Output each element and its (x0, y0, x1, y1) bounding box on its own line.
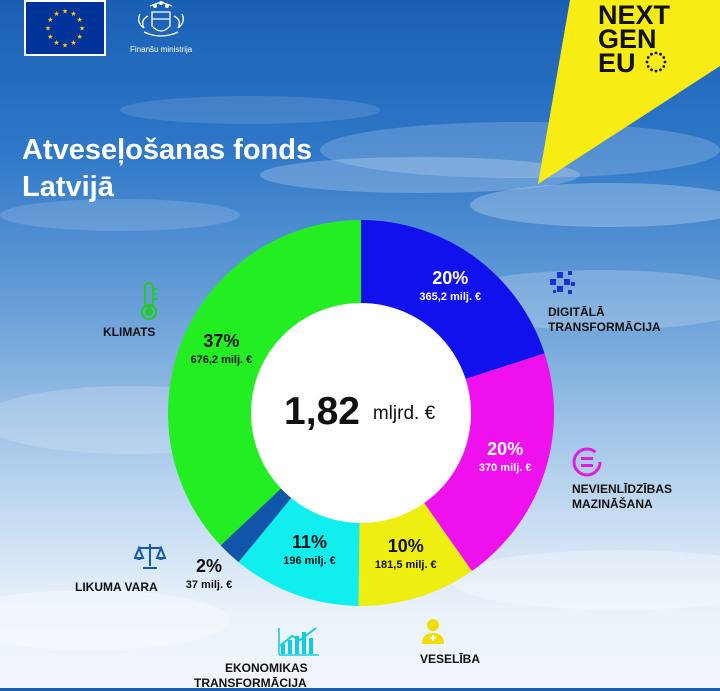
slice-digitala (361, 220, 545, 380)
eu-star-icon: ★ (62, 8, 68, 16)
eu-star-icon: ★ (53, 10, 59, 18)
label-nevienlidzibas-line1: NEVIENLĪDZĪBAS (572, 482, 673, 496)
health-icon (422, 619, 444, 644)
label-nevienlidzibas: NEVIENLĪDZĪBAS MAZINĀŠANA (572, 482, 672, 512)
ngeu-star-icon (646, 65, 650, 68)
ngeu-star-icon (650, 52, 653, 56)
slice-likuma (220, 487, 293, 563)
eu-star-icon: ★ (77, 16, 83, 24)
ngeu-star-icon (645, 60, 649, 64)
label-ekonomikas-line1: EKONOMIKAS (225, 661, 308, 675)
slice-percent-klimats: 37% (203, 331, 239, 351)
brand-eu: EU (598, 48, 636, 78)
slice-percent-veseliba: 10% (388, 536, 424, 556)
slice-amount-likuma: 37 milj. € (186, 579, 232, 591)
brand-next: NEXT (598, 0, 671, 30)
label-ekonomikas: EKONOMIKAS TRANSFORMĀCIJA (194, 661, 308, 691)
slice-amount-digitala: 365,2 milj. € (419, 291, 481, 303)
ngeu-star-icon (659, 52, 662, 56)
eu-star-icon: ★ (77, 33, 83, 41)
eu-flag-logo: ★ ★★★★★★★★★★★ (24, 0, 106, 56)
slice-percent-ekonomikas: 11% (292, 532, 327, 552)
eu-star-icon: ★ (70, 10, 76, 18)
ngeu-star-icon (654, 69, 658, 73)
scales-icon (133, 544, 167, 569)
thermometer-icon (141, 282, 157, 320)
ngeu-star-icon (650, 68, 653, 72)
coat-of-arms-logo (138, 1, 184, 37)
eu-star-icon: ★ (70, 39, 76, 47)
label-digitala: DIGITĀLĀ TRANSFORMĀCIJA (548, 305, 661, 335)
ministry-name: Finanšu ministrija (130, 45, 193, 54)
label-veseliba: VESELĪBA (420, 652, 481, 666)
slice-amount-veseliba: 181,5 milj. € (375, 559, 437, 571)
page-title: Atveseļošanas fonds Latvijā (22, 132, 312, 206)
digital-icon (550, 271, 575, 294)
label-digitala-line2: TRANSFORMĀCIJA (548, 320, 661, 334)
ngeu-star-icon (662, 65, 666, 68)
slice-ekonomikas (238, 496, 360, 606)
slice-veseliba (358, 501, 472, 606)
donut-center (251, 303, 471, 523)
slice-amount-nevienlidzibas: 370 milj. € (479, 462, 532, 474)
label-nevienlidzibas-line2: MAZINĀŠANA (572, 497, 653, 511)
nextgeneu-banner: NEXT GEN EU (538, 0, 720, 184)
slice-nevienlidzibas (423, 353, 554, 572)
eu-stars-icon (645, 51, 667, 73)
ngeu-star-icon (654, 51, 658, 55)
ngeu-star-icon (663, 60, 667, 64)
eu-star-icon: ★ (62, 42, 68, 50)
ngeu-star-icon (659, 68, 662, 72)
ngeu-star-icon (646, 56, 650, 59)
ngeu-star-icon (662, 56, 666, 59)
eu-star-icon: ★ (53, 39, 59, 47)
eu-star-icon: ★ (47, 16, 53, 24)
slice-amount-klimats: 676,2 milj. € (191, 354, 253, 366)
label-digitala-line1: DIGITĀLĀ (548, 305, 605, 319)
label-ekonomikas-line2: TRANSFORMĀCIJA (194, 676, 307, 690)
eu-star-icon: ★ (45, 25, 51, 33)
eu-star-icon: ★ (79, 25, 85, 33)
slice-percent-likuma: 2% (196, 556, 222, 576)
total-unit: mljrd. € (373, 403, 436, 424)
slice-amount-ekonomikas: 196 milj. € (283, 555, 336, 567)
growth-chart-icon (278, 627, 319, 656)
slice-percent-nevienlidzibas: 20% (487, 439, 523, 459)
eu-star-icon: ★ (47, 33, 53, 41)
title-line-1: Atveseļošanas fonds (22, 134, 313, 166)
slice-percent-digitala: 20% (432, 268, 468, 288)
slice-klimats (168, 220, 361, 546)
equality-icon (572, 447, 602, 477)
label-likuma: LIKUMA VARA (75, 580, 158, 594)
brand-gen: GEN (598, 24, 657, 54)
label-klimats: KLIMATS (103, 325, 156, 339)
total-value: 1,82 (284, 390, 360, 433)
title-line-2: Latvijā (22, 171, 114, 203)
